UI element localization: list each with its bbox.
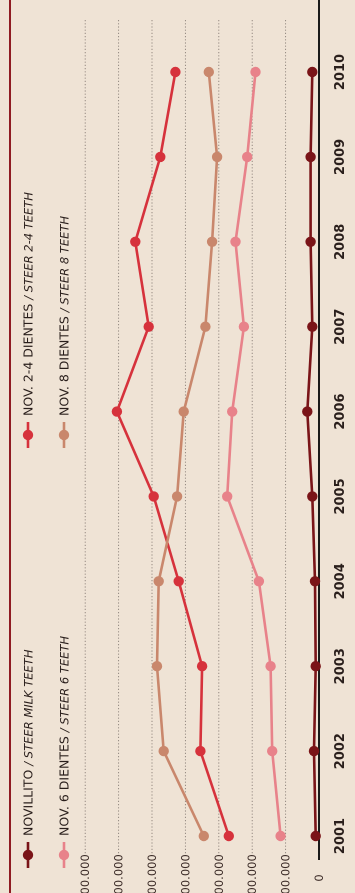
data-point — [198, 830, 209, 842]
legend: NOVILLITO / STEER MILK TEETH NOV. 2-4 DIE… — [21, 192, 72, 868]
legend-name: NOV. 2-4 DIENTES — [21, 300, 36, 416]
legend-name-en: / STEER 8 TEETH — [58, 216, 72, 314]
value-tick-label: 400.000 — [178, 854, 192, 893]
data-point — [230, 236, 241, 247]
legend-swatch-dot — [58, 429, 70, 441]
data-point — [307, 491, 318, 502]
legend-entry: NOV. 8 DIENTES / STEER 8 TEETH — [57, 216, 72, 448]
data-point — [148, 491, 159, 502]
legend-swatch-dot — [22, 429, 34, 441]
series-line — [305, 71, 318, 837]
data-point — [143, 321, 154, 332]
data-point — [222, 491, 233, 502]
data-point — [178, 406, 189, 417]
data-point — [130, 236, 141, 247]
year-tick-label: 2004 — [333, 563, 348, 599]
data-point — [265, 661, 276, 672]
year-tick-label: 2002 — [333, 733, 348, 769]
legend-label: NOVILLITO / STEER MILK TEETH — [21, 649, 36, 836]
data-point — [242, 151, 253, 163]
data-point — [310, 830, 321, 842]
data-point — [211, 151, 223, 163]
legend-name-en: / STEER MILK TEETH — [22, 649, 36, 767]
data-point — [196, 661, 208, 672]
value-tick-label: 600.000 — [112, 854, 126, 893]
data-point — [151, 661, 163, 672]
legend-name: NOV. 8 DIENTES — [57, 312, 72, 416]
series-group — [111, 66, 321, 842]
data-point — [310, 661, 321, 672]
data-point — [200, 321, 211, 332]
data-point — [250, 66, 261, 78]
data-point — [238, 321, 250, 332]
data-point — [203, 66, 214, 78]
series-line — [155, 71, 219, 837]
data-point — [158, 745, 169, 757]
legend-swatch-dot — [22, 849, 34, 861]
data-point — [307, 66, 318, 78]
data-point — [309, 576, 321, 587]
value-tick-label: 0 — [312, 874, 326, 881]
year-tick-label: 2010 — [333, 54, 348, 90]
series-line — [115, 71, 231, 837]
value-tick-label: 300.000 — [212, 854, 226, 893]
value-tick-label: 500.000 — [145, 854, 159, 893]
legend-label: NOV. 2-4 DIENTES / STEER 2-4 TEETH — [21, 192, 36, 416]
data-point — [223, 830, 234, 842]
data-point — [307, 321, 318, 332]
legend-entry: NOVILLITO / STEER MILK TEETH — [21, 649, 36, 868]
data-point — [153, 576, 164, 587]
data-point — [305, 236, 316, 247]
year-tick-label: 2006 — [333, 393, 348, 429]
data-point — [155, 151, 166, 163]
legend-entry: NOV. 6 DIENTES / STEER 6 TEETH — [57, 636, 72, 868]
year-tick-label: 2001 — [333, 818, 348, 854]
value-tick-label: 700.000 — [78, 854, 92, 893]
data-point — [195, 745, 206, 757]
data-point — [267, 745, 278, 757]
legend-label: NOV. 8 DIENTES / STEER 8 TEETH — [57, 216, 72, 416]
data-point — [206, 236, 218, 247]
data-point — [171, 491, 183, 502]
value-tick-label: 200.000 — [245, 854, 259, 893]
data-point — [275, 830, 286, 842]
year-tick-label: 2009 — [333, 139, 348, 175]
grid-lines — [84, 20, 287, 855]
data-point — [227, 406, 238, 417]
data-point — [305, 151, 316, 163]
legend-name: NOV. 6 DIENTES — [57, 732, 72, 836]
data-point — [111, 406, 123, 417]
legend-swatch-dot — [58, 849, 70, 861]
legend-label: NOV. 6 DIENTES / STEER 6 TEETH — [57, 636, 72, 836]
year-tick-label: 2007 — [333, 309, 348, 345]
data-point — [308, 745, 320, 757]
left-border-line — [9, 0, 11, 893]
legend-entry: NOV. 2-4 DIENTES / STEER 2-4 TEETH — [21, 192, 36, 448]
axes: 0 100.000 200.000 300.000 400.000 500.000 600.… — [78, 0, 348, 893]
value-tick-label: 100.000 — [279, 854, 293, 893]
data-point — [302, 406, 313, 417]
series-line — [225, 71, 282, 837]
legend-name-en: / STEER 2-4 TEETH — [22, 192, 36, 301]
year-tick-label: 2008 — [333, 224, 348, 260]
year-tick-label: 2003 — [333, 648, 348, 684]
legend-name: NOVILLITO — [21, 766, 36, 836]
data-point — [253, 576, 265, 587]
legend-name-en: / STEER 6 TEETH — [58, 636, 72, 734]
data-point — [173, 576, 184, 587]
year-tick-label: 2005 — [333, 478, 348, 514]
data-point — [170, 66, 181, 78]
